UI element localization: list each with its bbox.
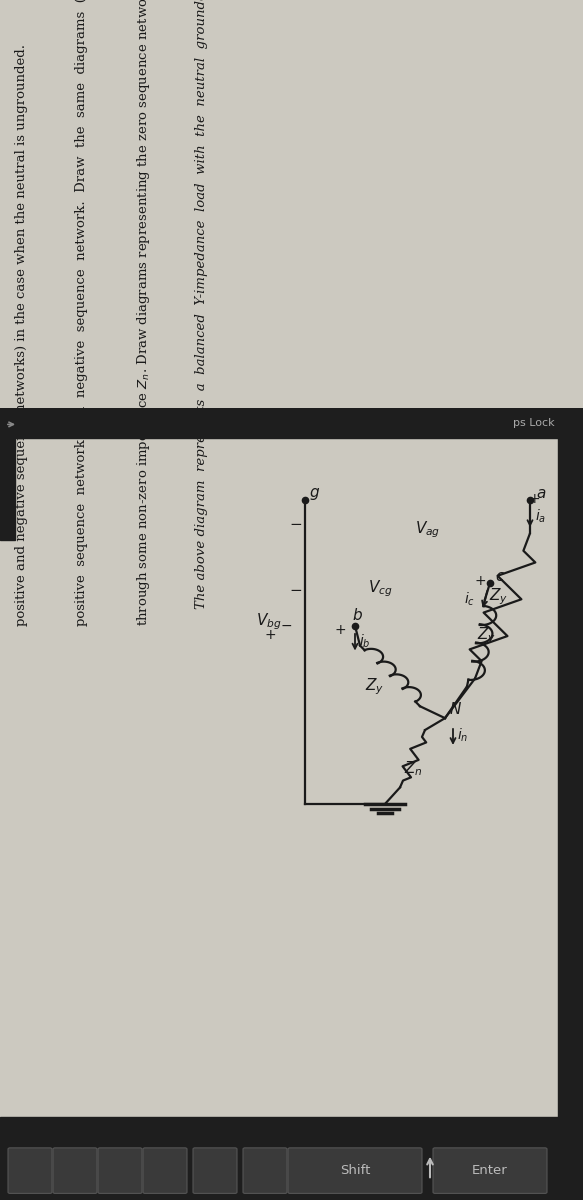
Text: $c$: $c$ [495, 569, 505, 584]
Text: ps Lock: ps Lock [514, 418, 555, 428]
FancyBboxPatch shape [433, 1148, 547, 1193]
Text: +: + [335, 623, 347, 637]
Text: $V_{ag}$: $V_{ag}$ [415, 520, 440, 540]
Bar [15, 440, 555, 1117]
Text: The above diagram  represents  a  balanced  Y-impedance  load  with  the  neutra: The above diagram represents a balanced … [195, 0, 208, 625]
FancyBboxPatch shape [8, 1148, 52, 1193]
Text: +: + [528, 492, 540, 506]
Text: $V_{bg}$: $V_{bg}$ [256, 612, 282, 632]
Text: positive  sequence  network  and  negative  sequence  network.  Draw  the  same : positive sequence network and negative s… [75, 0, 88, 625]
Text: +: + [265, 628, 276, 642]
Text: Enter: Enter [472, 1164, 508, 1177]
Text: $i_b$: $i_b$ [359, 632, 371, 650]
Text: $i_a$: $i_a$ [535, 508, 546, 524]
FancyBboxPatch shape [53, 1148, 97, 1193]
FancyBboxPatch shape [193, 1148, 237, 1193]
Text: positive and negative sequence networks) in the case when the neutral is ungroun: positive and negative sequence networks)… [15, 43, 28, 625]
Bar [0, 408, 15, 540]
FancyBboxPatch shape [98, 1148, 142, 1193]
Text: $a$: $a$ [536, 486, 546, 502]
Bar [558, 408, 583, 1200]
Text: $b$: $b$ [352, 607, 363, 624]
Text: $-$: $-$ [280, 618, 292, 632]
Text: $-$: $-$ [289, 581, 302, 595]
Text: $-$: $-$ [289, 515, 302, 529]
Text: $g$: $g$ [309, 486, 320, 502]
Text: $Z_y$: $Z_y$ [489, 587, 508, 607]
Text: +: + [475, 575, 487, 588]
Text: Shift: Shift [340, 1164, 370, 1177]
FancyBboxPatch shape [143, 1148, 187, 1193]
Text: $Z_n$: $Z_n$ [404, 760, 423, 779]
Bar [0, 1117, 583, 1200]
FancyBboxPatch shape [243, 1148, 287, 1193]
Text: $Z_y$: $Z_y$ [477, 625, 496, 647]
Text: $Z_y$: $Z_y$ [365, 677, 384, 697]
FancyBboxPatch shape [288, 1148, 422, 1193]
Text: $i_n$: $i_n$ [457, 726, 468, 744]
Bar [0, 408, 583, 438]
Text: $i_c$: $i_c$ [464, 590, 475, 608]
Text: $N$: $N$ [449, 701, 462, 718]
Text: through some non-zero impedance $Z_n$. Draw diagrams representing the zero seque: through some non-zero impedance $Z_n$. D… [135, 0, 152, 625]
Text: $V_{cg}$: $V_{cg}$ [368, 578, 392, 600]
